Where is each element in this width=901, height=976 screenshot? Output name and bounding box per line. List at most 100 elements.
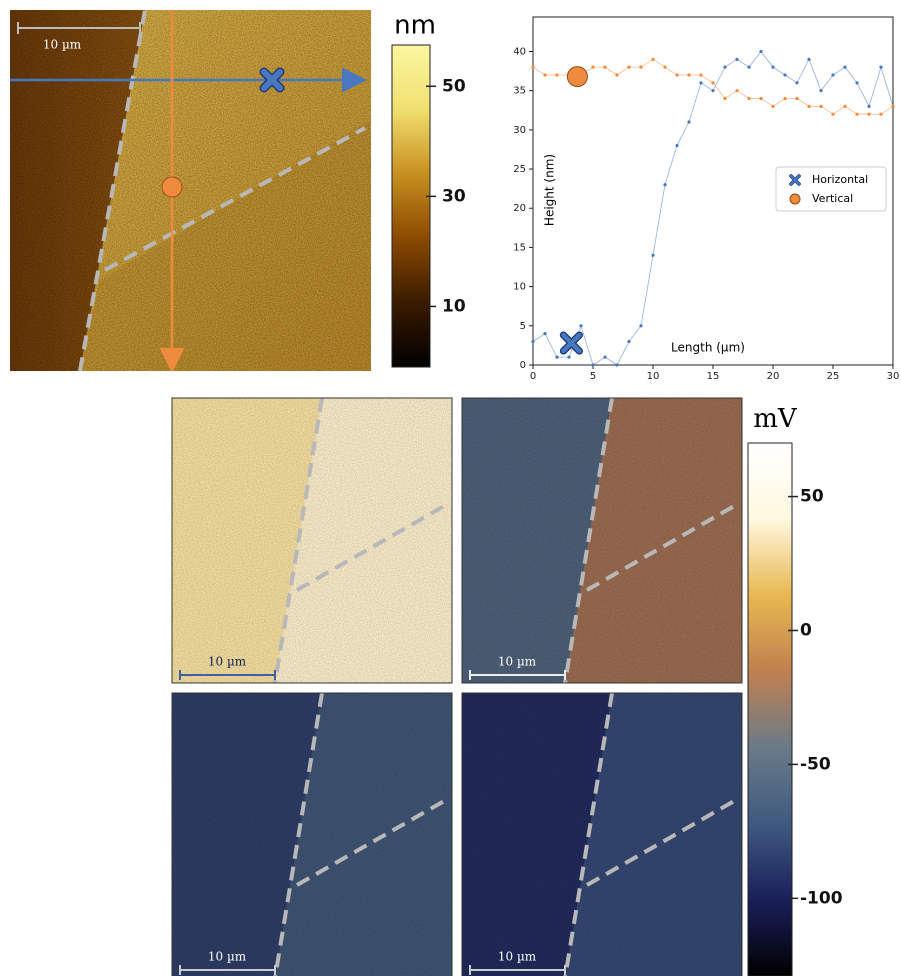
y-axis-label: Height (nm) bbox=[543, 154, 557, 226]
series-point bbox=[603, 355, 607, 359]
series-point bbox=[867, 112, 871, 116]
series-point bbox=[675, 73, 679, 77]
series-point bbox=[783, 73, 787, 77]
series-point bbox=[843, 104, 847, 108]
potential-map: 10 µm bbox=[172, 693, 452, 976]
series-point bbox=[783, 96, 787, 101]
series-point bbox=[555, 355, 559, 359]
y-tick-label: 0 bbox=[520, 360, 526, 371]
series-point bbox=[747, 96, 751, 101]
scale-bar-label: 10 µm bbox=[498, 655, 537, 669]
series-point bbox=[843, 65, 847, 69]
series-point bbox=[759, 49, 763, 54]
y-tick-label: 25 bbox=[513, 164, 526, 175]
colorbar-tick-label: 10 bbox=[442, 296, 466, 316]
potential-map: 10 µm bbox=[462, 398, 742, 683]
y-tick-label: 40 bbox=[513, 46, 526, 57]
series-point bbox=[831, 112, 835, 116]
series-point bbox=[879, 112, 883, 116]
series-point bbox=[651, 57, 655, 61]
line-chart: 0 5 10 15 20 25 30 0 5 10 15 20 25 30 35 40 Length (µm) H… bbox=[513, 16, 900, 382]
series-point bbox=[723, 96, 727, 101]
series-point bbox=[555, 73, 559, 77]
series-point bbox=[627, 65, 631, 69]
series-point bbox=[639, 324, 643, 328]
series-point bbox=[687, 120, 691, 124]
series-point bbox=[591, 65, 595, 69]
series-point bbox=[663, 183, 667, 187]
series-point bbox=[867, 104, 871, 108]
colorbar-tick-label: 0 bbox=[800, 620, 812, 640]
series-point bbox=[591, 363, 595, 367]
colorbar-tick-label: 30 bbox=[442, 186, 466, 206]
colorbar-label: mV bbox=[753, 404, 798, 434]
series-point bbox=[699, 81, 703, 85]
series-point bbox=[795, 81, 799, 85]
series-point bbox=[543, 332, 547, 336]
series-point bbox=[579, 324, 583, 328]
marker-x bbox=[789, 174, 801, 186]
series-point bbox=[531, 65, 535, 69]
series-point bbox=[615, 73, 619, 77]
x-tick-label: 30 bbox=[887, 371, 900, 382]
series-point bbox=[711, 89, 715, 93]
colorbar-tick-label: 50 bbox=[442, 76, 466, 96]
series-point bbox=[567, 355, 571, 359]
series-point bbox=[855, 81, 859, 85]
legend-label: Horizontal bbox=[812, 173, 868, 186]
x-tick-label: 0 bbox=[530, 371, 536, 382]
y-tick-label: 20 bbox=[513, 203, 526, 214]
series-point bbox=[879, 65, 883, 69]
series-point bbox=[819, 89, 823, 93]
x-tick-label: 10 bbox=[647, 371, 660, 382]
series-point bbox=[795, 96, 799, 101]
series-point bbox=[819, 104, 823, 108]
y-tick-label: 10 bbox=[513, 282, 526, 293]
series-point bbox=[771, 65, 775, 69]
y-tick-label: 5 bbox=[520, 321, 526, 332]
series-point bbox=[831, 73, 835, 77]
series-point bbox=[807, 57, 811, 61]
series-point bbox=[627, 339, 631, 344]
series-point bbox=[699, 73, 703, 77]
marker-x bbox=[559, 331, 583, 355]
series-point bbox=[675, 143, 679, 148]
series-point bbox=[663, 65, 667, 69]
potential-map: 10 µm bbox=[462, 693, 742, 976]
series-point bbox=[735, 89, 739, 93]
topography-image: 10 µm bbox=[10, 10, 371, 371]
series-point bbox=[615, 363, 619, 367]
x-axis-label: Length (µm) bbox=[671, 341, 745, 355]
potential-map: 10 µm bbox=[172, 398, 452, 683]
series-point bbox=[711, 81, 715, 85]
marker-o bbox=[566, 66, 588, 88]
colorbar bbox=[391, 44, 431, 368]
y-tick-label: 15 bbox=[513, 242, 526, 253]
x-tick-label: 5 bbox=[590, 371, 596, 382]
series-point bbox=[759, 96, 763, 101]
y-tick-label: 30 bbox=[513, 125, 526, 136]
series-point bbox=[639, 65, 643, 69]
colorbar bbox=[747, 442, 793, 976]
series-point bbox=[531, 339, 535, 344]
x-tick-label: 25 bbox=[827, 371, 840, 382]
scale-bar-label: 10 µm bbox=[208, 655, 247, 669]
scale-bar-label: 10 µm bbox=[208, 950, 247, 964]
series-point bbox=[687, 73, 691, 77]
series-point bbox=[651, 253, 655, 257]
legend: Horizontal Vertical bbox=[775, 166, 887, 212]
series-point bbox=[543, 73, 547, 77]
marker-o bbox=[789, 193, 801, 205]
series-point bbox=[855, 112, 859, 116]
colorbar-tick-label: 50 bbox=[800, 487, 824, 507]
series-point bbox=[723, 65, 727, 69]
scale-bar-label: 10 µm bbox=[43, 38, 82, 52]
colorbar-label: nm bbox=[394, 11, 436, 41]
series-point bbox=[735, 57, 739, 61]
potential-maps: 10 µm 10 µm 10 µm 10 µm bbox=[171, 397, 743, 976]
legend-label: Vertical bbox=[812, 192, 853, 205]
series-point bbox=[771, 104, 775, 108]
